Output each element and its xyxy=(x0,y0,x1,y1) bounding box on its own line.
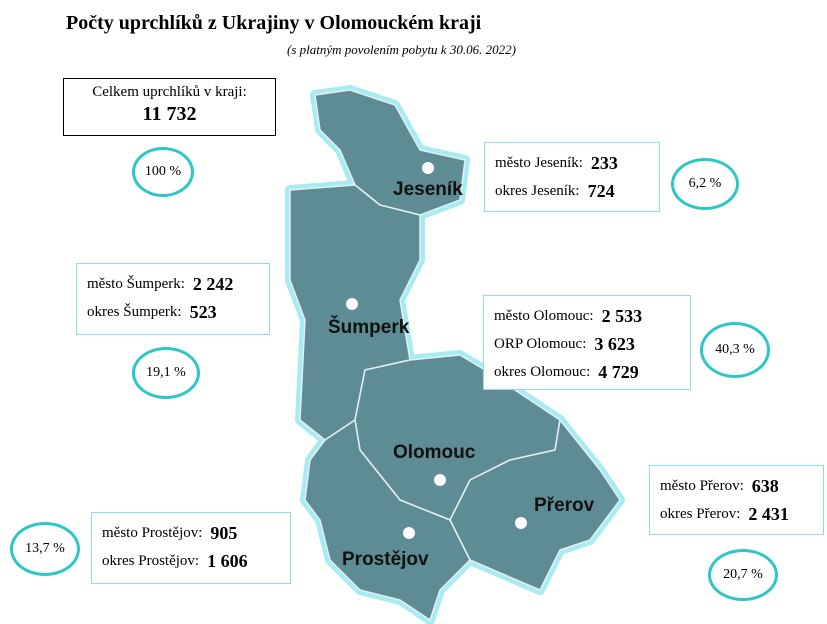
row-label: město Olomouc: xyxy=(494,307,594,324)
region-label: Jeseník xyxy=(393,179,463,200)
row-value: 1 606 xyxy=(207,550,248,571)
row-value: 905 xyxy=(210,522,238,543)
row-label: ORP Olomouc: xyxy=(494,335,587,352)
row-value: 3 623 xyxy=(594,333,635,354)
row-value: 638 xyxy=(751,475,779,496)
row-value: 724 xyxy=(587,180,615,201)
row-label: okres Jeseník: xyxy=(495,182,580,199)
percent-circle: 13,7 % xyxy=(10,522,80,576)
region-label: Šumperk xyxy=(328,316,410,338)
region-box: město Prostějov: 905 okres Prostějov: 1 60… xyxy=(91,512,291,584)
row-label: město Šumperk: xyxy=(87,275,185,292)
row-value: 233 xyxy=(590,152,618,173)
percent-circle: 100 % xyxy=(132,147,194,197)
title: Počty uprchlíků z Ukrajiny v Olomouckém … xyxy=(66,12,482,34)
row-value: 2 533 xyxy=(601,305,643,326)
row-label: okres Prostějov: xyxy=(102,552,200,569)
row-label: okres Olomouc: xyxy=(494,363,591,380)
total-value: 11 732 xyxy=(142,103,197,125)
row-label: okres Přerov: xyxy=(660,505,741,522)
row-label: město Prostějov: xyxy=(102,524,203,541)
region-box: město Olomouc: 2 533 ORP Olomouc: 3 623 ok… xyxy=(483,295,691,390)
total-box: Celkem uprchlíků v kraji: 11 732 xyxy=(63,78,276,136)
row-value: 4 729 xyxy=(598,361,639,382)
row-value: 523 xyxy=(189,301,217,322)
region-box: město Přerov: 638 okres Přerov: 2 431 xyxy=(649,465,824,535)
row-label: okres Šumperk: xyxy=(87,303,182,320)
city-dots xyxy=(346,162,527,539)
region-label: Prostějov xyxy=(342,549,429,570)
region-label: Přerov xyxy=(534,495,595,516)
region-box: město Jeseník: 233 okres Jeseník: 724 xyxy=(484,142,660,212)
percent-circle: 19,1 % xyxy=(132,347,200,399)
subtitle: (s platným povolením pobytu k 30.06. 202… xyxy=(287,42,516,57)
total-label: Celkem uprchlíků v kraji: xyxy=(92,84,247,100)
percent-circle: 6,2 % xyxy=(671,158,739,210)
map-regions xyxy=(289,89,621,621)
row-value: 2 242 xyxy=(192,273,234,294)
row-label: město Přerov: xyxy=(660,477,744,494)
region-box: město Šumperk: 2 242 okres Šumperk: 523 xyxy=(76,263,270,335)
row-value: 2 431 xyxy=(748,503,789,524)
row-label: město Jeseník: xyxy=(495,154,583,171)
percent-circle: 20,7 % xyxy=(708,549,778,601)
region-label: Olomouc xyxy=(393,442,476,463)
percent-circle: 40,3 % xyxy=(700,322,770,378)
